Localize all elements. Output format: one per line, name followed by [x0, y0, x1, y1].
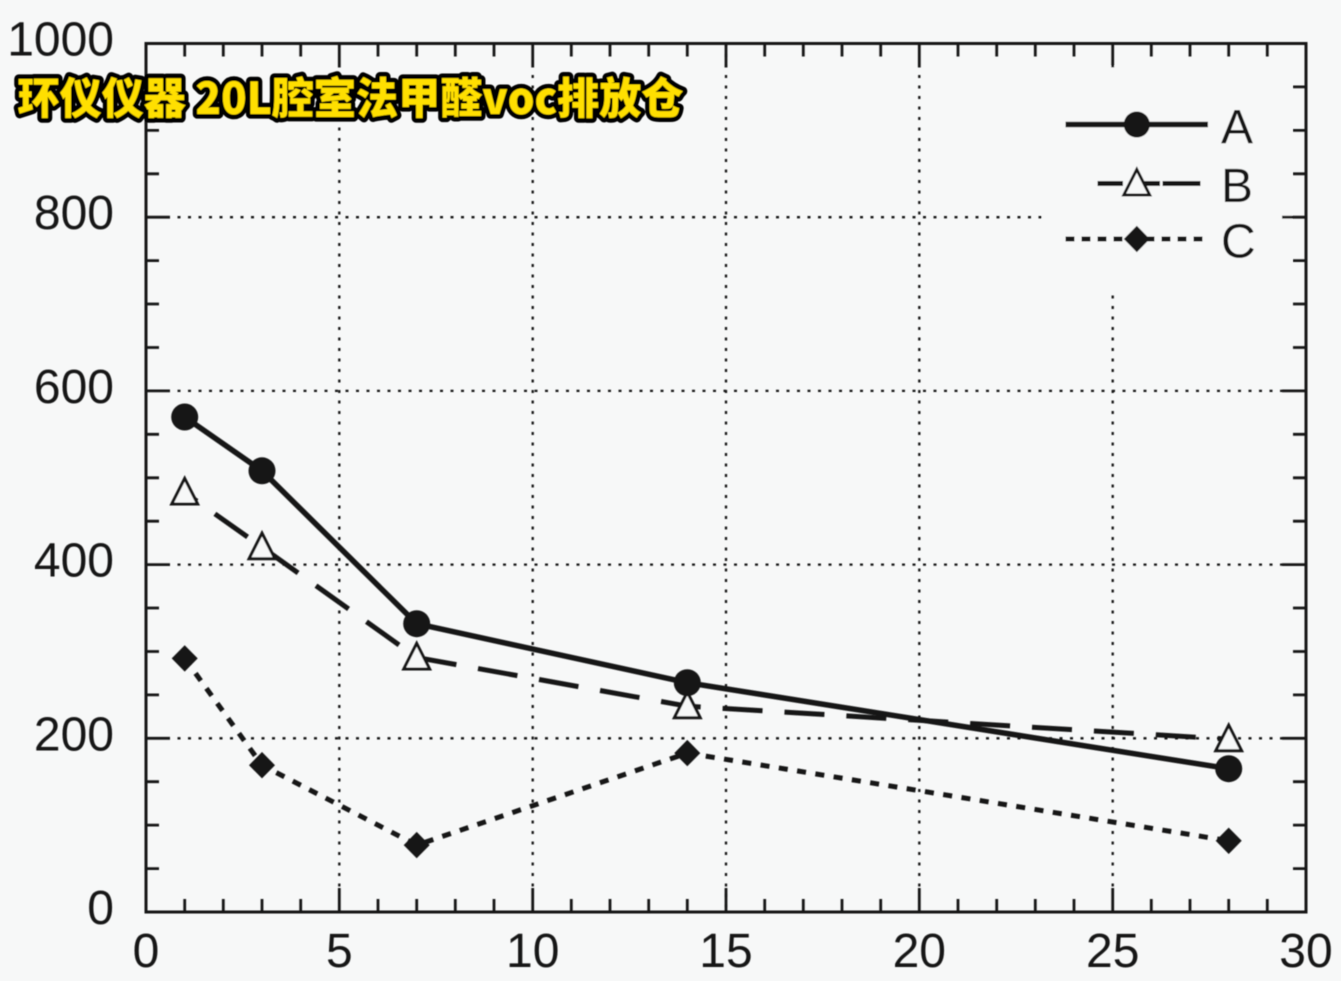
svg-text:B: B	[1221, 160, 1253, 213]
svg-text:0: 0	[87, 882, 114, 935]
svg-text:15: 15	[699, 925, 752, 976]
svg-text:25: 25	[1086, 925, 1139, 976]
svg-text:1000: 1000	[7, 14, 114, 67]
svg-text:0: 0	[133, 925, 160, 976]
svg-text:800: 800	[34, 187, 114, 240]
svg-text:20: 20	[893, 925, 946, 976]
svg-text:10: 10	[506, 925, 559, 976]
svg-text:200: 200	[34, 708, 114, 761]
svg-text:600: 600	[34, 361, 114, 414]
svg-text:5: 5	[326, 925, 353, 976]
svg-text:30: 30	[1279, 925, 1332, 976]
svg-text:C: C	[1221, 216, 1256, 269]
svg-text:A: A	[1221, 101, 1253, 154]
svg-text:400: 400	[34, 535, 114, 588]
